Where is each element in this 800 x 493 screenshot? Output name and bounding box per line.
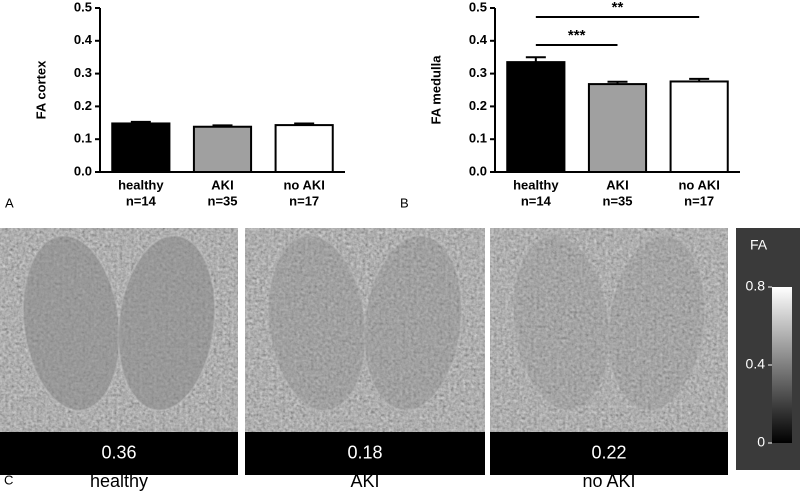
bar bbox=[274, 124, 334, 173]
value-strip bbox=[0, 432, 238, 475]
sample-size: n=14 bbox=[521, 193, 552, 208]
image-value: 0.22 bbox=[591, 442, 626, 462]
y-tick-label: 0.1 bbox=[74, 131, 92, 146]
colorbar-label: FA bbox=[750, 237, 768, 253]
y-tick-label: 0.4 bbox=[74, 32, 93, 47]
panel-label: B bbox=[400, 195, 409, 210]
y-tick-label: 0.2 bbox=[74, 98, 92, 113]
y-tick-label: 0.3 bbox=[469, 65, 487, 80]
bar bbox=[587, 83, 648, 173]
value-strip bbox=[245, 432, 485, 475]
sample-size: n=35 bbox=[603, 193, 633, 208]
image-noise bbox=[245, 228, 485, 432]
image-label: AKI bbox=[350, 471, 379, 491]
image-value: 0.18 bbox=[347, 442, 382, 462]
value-strip bbox=[490, 432, 728, 475]
bar bbox=[192, 125, 253, 173]
kidney bbox=[511, 234, 611, 412]
colorbar bbox=[772, 287, 792, 443]
y-tick-label: 0.1 bbox=[469, 131, 487, 146]
kidney bbox=[267, 234, 367, 412]
mri-image bbox=[490, 228, 728, 475]
y-tick-label: 0.2 bbox=[469, 98, 487, 113]
image-value: 0.36 bbox=[101, 442, 136, 462]
sample-size: n=17 bbox=[289, 193, 319, 208]
y-tick-label: 0.5 bbox=[74, 0, 92, 14]
bar bbox=[111, 122, 171, 173]
kidney bbox=[607, 234, 707, 412]
sample-size: n=14 bbox=[126, 193, 157, 208]
y-tick-label: 0.0 bbox=[469, 163, 487, 178]
kidney bbox=[117, 234, 217, 412]
kidney bbox=[21, 234, 121, 412]
y-axis-label: FA cortex bbox=[33, 60, 48, 120]
panel-label: A bbox=[5, 195, 14, 210]
sample-size: n=35 bbox=[208, 193, 238, 208]
panel-label: C bbox=[4, 472, 13, 487]
bar bbox=[669, 80, 729, 173]
x-tick-label: AKI bbox=[606, 177, 628, 192]
x-tick-label: no AKI bbox=[678, 177, 719, 192]
image-label: no AKI bbox=[582, 471, 635, 491]
mri-image bbox=[0, 228, 238, 475]
mri-image bbox=[245, 228, 485, 475]
significance-label: *** bbox=[568, 27, 586, 44]
sample-size: n=17 bbox=[684, 193, 714, 208]
image-label: healthy bbox=[90, 471, 148, 491]
y-tick-label: 0.4 bbox=[469, 32, 488, 47]
colorbar-tick-label: 0 bbox=[757, 434, 765, 450]
kidney bbox=[363, 234, 463, 412]
colorbar-tick-label: 0.4 bbox=[746, 356, 766, 372]
y-tick-label: 0.5 bbox=[469, 0, 487, 14]
x-tick-label: AKI bbox=[211, 177, 233, 192]
y-tick-label: 0.3 bbox=[74, 65, 92, 80]
significance-label: ** bbox=[612, 0, 624, 16]
x-tick-label: healthy bbox=[118, 177, 164, 192]
image-noise bbox=[490, 228, 728, 432]
x-tick-label: healthy bbox=[513, 177, 559, 192]
colorbar-tick-label: 0.8 bbox=[746, 278, 766, 294]
bar bbox=[506, 61, 566, 173]
y-tick-label: 0.0 bbox=[74, 163, 92, 178]
y-axis-label: FA medulla bbox=[428, 55, 443, 125]
x-tick-label: no AKI bbox=[283, 177, 324, 192]
